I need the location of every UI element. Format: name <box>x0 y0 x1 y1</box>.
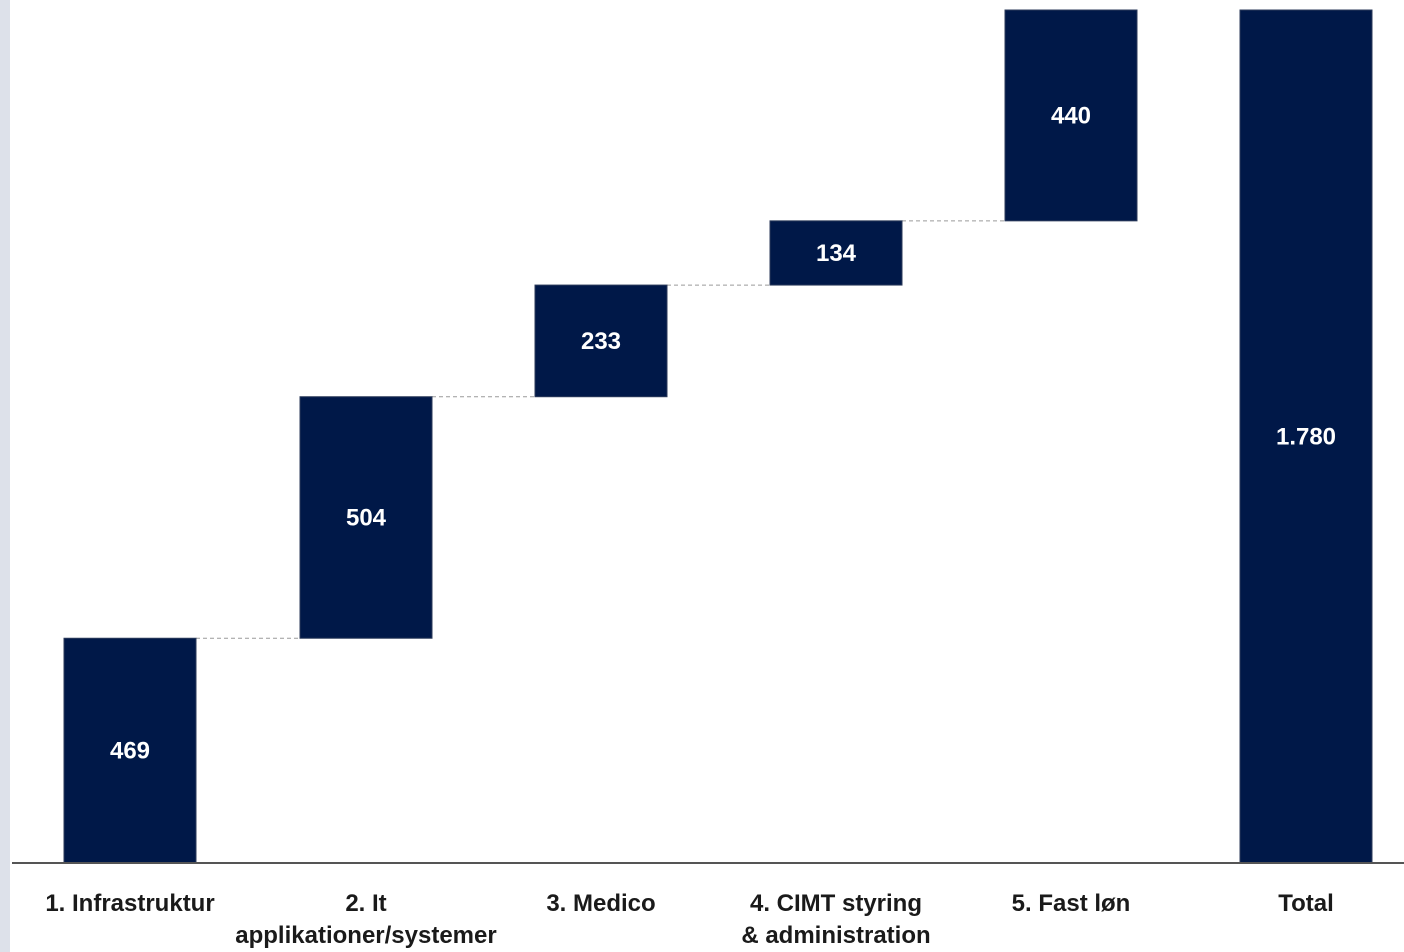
bar-2-it-applikationer-systemer <box>299 396 433 639</box>
value-label-total: 1.780 <box>1276 424 1336 451</box>
value-label-1-infrastruktur: 469 <box>110 738 150 765</box>
value-label-5-fast-løn: 440 <box>1051 102 1091 129</box>
value-label-4-cimt-styring-administration: 134 <box>816 240 857 267</box>
value-label-3-medico: 233 <box>581 328 621 355</box>
bar-3-medico <box>534 284 668 398</box>
left-edge-strip <box>0 0 10 952</box>
category-label-it-applikationer: 2. It applikationer/systemer <box>235 890 497 949</box>
category-label-total: Total <box>1278 890 1334 917</box>
bars <box>63 9 1373 864</box>
bar-1-infrastruktur <box>63 637 197 864</box>
value-label-2-it-applikationer-systemer: 504 <box>346 504 387 531</box>
category-label-fast-lon: 5. Fast løn <box>1011 890 1131 917</box>
bar-total <box>1239 9 1373 864</box>
category-label-infrastruktur: 1. Infrastruktur <box>45 890 215 917</box>
category-label-medico: 3. Medico <box>546 890 656 917</box>
value-labels: 469 504 233 134 440 1.780 <box>110 102 1336 764</box>
connector-lines <box>196 220 1005 639</box>
bar-5-fast-løn <box>1004 9 1138 222</box>
bar-4-cimt-styring-administration <box>769 220 903 286</box>
category-label-cimt-styring: 4. CIMT styring & administration <box>741 890 931 949</box>
